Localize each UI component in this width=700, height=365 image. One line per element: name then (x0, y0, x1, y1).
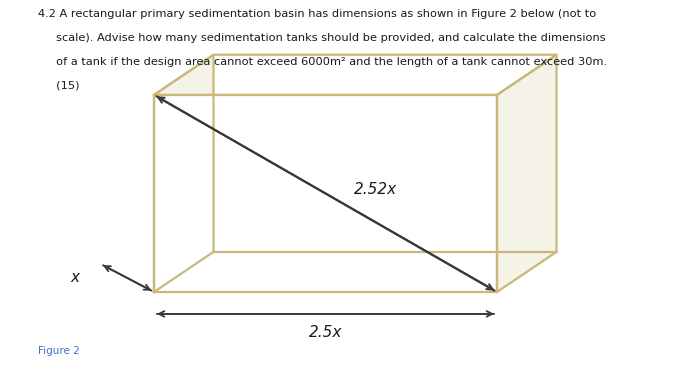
Polygon shape (154, 55, 556, 95)
Text: scale). Advise how many sedimentation tanks should be provided, and calculate th: scale). Advise how many sedimentation ta… (38, 33, 606, 43)
Text: 2.52x: 2.52x (354, 182, 397, 197)
Text: x: x (71, 270, 79, 285)
Polygon shape (154, 95, 497, 292)
Text: (15): (15) (38, 80, 80, 90)
Text: 2.5x: 2.5x (309, 324, 342, 340)
Text: Figure 2: Figure 2 (38, 346, 80, 356)
Polygon shape (497, 55, 556, 292)
Text: 4.2 A rectangular primary sedimentation basin has dimensions as shown in Figure : 4.2 A rectangular primary sedimentation … (38, 9, 596, 19)
Polygon shape (154, 55, 214, 292)
Text: of a tank if the design area cannot exceed 6000m² and the length of a tank canno: of a tank if the design area cannot exce… (38, 57, 608, 66)
